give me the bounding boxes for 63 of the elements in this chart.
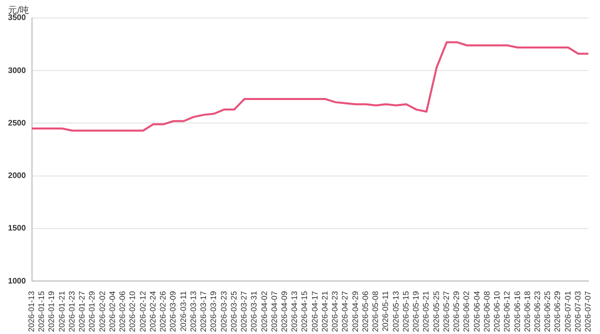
y-tick-label: 2000 (8, 171, 26, 180)
y-axis-title: 元/吨 (8, 4, 30, 16)
x-tick-label: 2026-04-27 (340, 290, 350, 332)
x-tick-label: 2026-06-29 (553, 290, 562, 332)
x-tick-label: 2026-02-04 (108, 290, 117, 332)
x-tick-label: 2026-02-10 (128, 290, 138, 332)
x-tick-label: 2026-06-12 (502, 290, 512, 332)
x-tick-label: 2026-01-27 (78, 290, 87, 332)
x-tick-label: 2026-05-08 (371, 290, 380, 332)
x-tick-label: 2026-01-15 (37, 290, 46, 332)
x-tick-label: 2026-02-26 (158, 290, 168, 332)
x-tick-label: 2026-01-13 (27, 290, 36, 332)
x-tick-label: 2026-05-21 (422, 290, 431, 332)
x-tick-label: 2026-01-21 (57, 290, 66, 332)
x-tick-label: 2026-06-04 (472, 290, 482, 332)
x-tick-label: 2026-03-23 (219, 290, 228, 332)
x-tick-label: 2026-03-13 (188, 290, 198, 332)
x-tick-label: 2026-04-07 (270, 290, 279, 332)
x-tick-label: 2026-07-01 (563, 290, 572, 332)
x-tick-label: 2026-06-18 (522, 290, 532, 332)
x-tick-label: 2026-02-24 (148, 290, 158, 332)
x-tick-label: 2026-06-23 (533, 290, 542, 332)
x-tick-label: 2026-02-06 (118, 290, 128, 332)
x-tick-label: 2026-03-11 (178, 290, 188, 332)
x-tick-label: 2026-04-02 (260, 290, 269, 332)
x-tick-label: 2026-04-13 (290, 290, 300, 332)
x-tick-label: 2026-02-02 (98, 290, 107, 332)
x-tick-label: 2026-05-19 (412, 290, 421, 332)
x-tick-label: 2026-06-25 (543, 290, 552, 332)
y-tick-label: 2500 (8, 118, 26, 128)
x-tick-label: 2026-06-16 (512, 290, 522, 332)
x-tick-label: 2026-06-10 (492, 290, 502, 332)
x-tick-label: 2026-05-29 (452, 290, 462, 332)
x-tick-label: 2026-03-17 (199, 290, 208, 332)
x-tick-label: 2026-03-19 (209, 290, 218, 332)
y-tick-label: 3500 (8, 13, 26, 22)
y-tick-label: 1500 (8, 224, 26, 233)
x-tick-label: 2026-05-11 (381, 290, 390, 332)
x-tick-label: 2026-01-29 (88, 290, 97, 332)
x-tick-label: 2026-07-03 (573, 290, 582, 332)
x-tick-label: 2026-06-02 (462, 290, 472, 332)
x-tick-label: 2026-02-12 (138, 290, 148, 332)
x-tick-label: 2026-06-08 (482, 290, 492, 332)
x-tick-label: 2026-05-15 (401, 290, 410, 332)
x-tick-label: 2026-07-07 (584, 290, 593, 332)
x-tick-label: 2026-04-23 (330, 290, 340, 332)
x-tick-label: 2026-04-21 (320, 290, 330, 332)
x-tick-label: 2026-03-09 (168, 290, 178, 332)
x-tick-label: 2026-03-27 (240, 290, 249, 332)
x-tick-label: 2026-04-15 (300, 290, 310, 332)
x-tick-label: 2026-05-25 (432, 290, 441, 332)
x-tick-label: 2026-01-19 (47, 290, 56, 332)
x-tick-label: 2026-05-27 (442, 290, 451, 332)
x-tick-label: 2026-05-06 (360, 290, 370, 332)
x-tick-label: 2026-05-13 (391, 290, 400, 332)
y-tick-label: 1000 (8, 276, 26, 286)
x-tick-label: 2026-03-31 (250, 290, 259, 332)
x-tick-label: 2026-04-17 (310, 290, 320, 332)
x-tick-label: 2026-01-23 (67, 290, 76, 332)
x-tick-label: 2026-04-29 (350, 290, 360, 332)
x-tick-label: 2026-04-09 (280, 290, 289, 332)
y-tick-label: 3000 (8, 66, 26, 75)
x-tick-label: 2026-03-25 (229, 290, 238, 332)
